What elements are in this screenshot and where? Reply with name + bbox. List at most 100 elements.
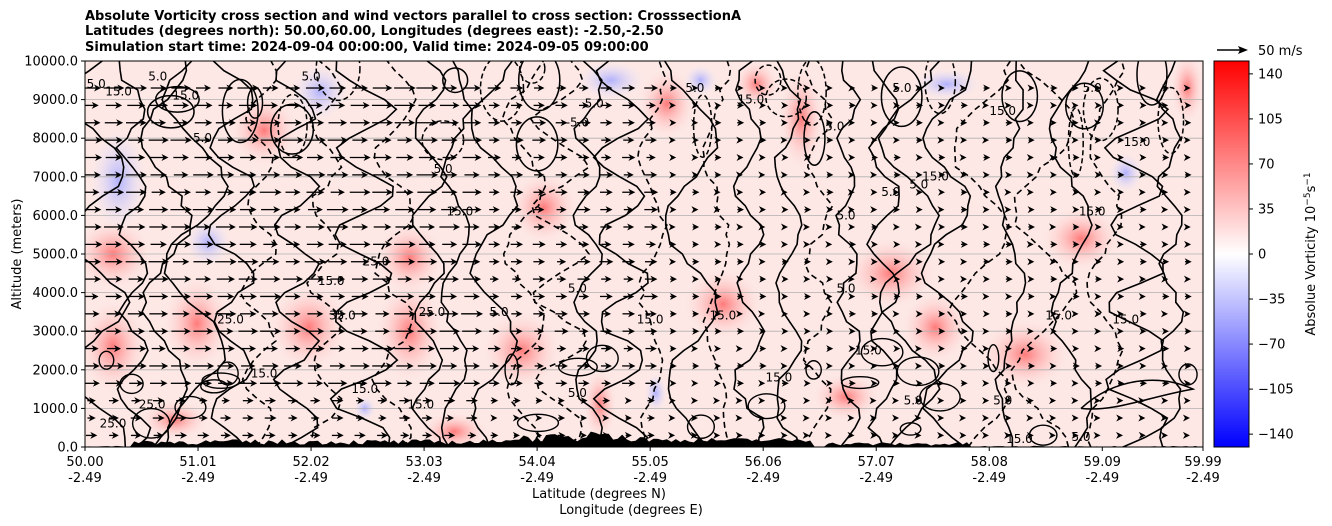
wind-vector-head [515, 345, 523, 353]
wind-vector-head [1071, 379, 1079, 387]
wind-vector-head [206, 258, 214, 266]
wind-vector [1183, 223, 1191, 231]
wind-vector-head [848, 154, 856, 161]
wind-vector [533, 292, 546, 300]
wind-vector [849, 310, 857, 318]
wind-vector-head [475, 136, 483, 144]
wind-vector-head [713, 206, 721, 214]
wind-vector [759, 119, 767, 127]
wind-vector [218, 136, 234, 144]
wind-vector [871, 154, 879, 161]
wind-vector-head [1093, 119, 1101, 127]
wind-vector-head [182, 101, 190, 109]
wind-vector [149, 154, 169, 161]
wind-vector [330, 292, 346, 300]
wind-vector [870, 379, 878, 387]
wind-vector-head [938, 171, 946, 179]
wind-vector-head [668, 431, 676, 439]
wind-vector-head [669, 327, 677, 335]
wind-vector [1050, 240, 1058, 248]
wind-vector-head [736, 292, 744, 300]
wind-vector-head [317, 345, 325, 353]
wind-vector-head [94, 275, 102, 283]
wind-vector [826, 154, 834, 161]
wind-vector [175, 414, 187, 422]
contour-label: 5.0 [490, 305, 509, 319]
wind-vector [373, 292, 392, 300]
wind-vector-head [249, 119, 257, 127]
wind-vector [937, 275, 945, 283]
wind-vector-head [535, 397, 543, 405]
wind-vector-head [892, 101, 900, 109]
wind-vector-head [427, 345, 435, 353]
wind-vector-head [937, 101, 945, 109]
wind-vector-head [690, 397, 698, 405]
wind-vector-head [362, 362, 370, 370]
wind-vector [171, 84, 191, 92]
wind-vector [109, 431, 119, 439]
wind-vector-head [1049, 397, 1057, 405]
wind-vector-head [1094, 345, 1102, 353]
wind-vector-head [1117, 345, 1125, 353]
wind-vector [759, 275, 767, 283]
x-tick-label-latitude: 52.02 [292, 455, 329, 470]
wind-vector [892, 188, 900, 196]
wind-vector-head [736, 310, 744, 318]
wind-vector [803, 379, 811, 387]
wind-vector [260, 171, 281, 179]
wind-vector [285, 345, 301, 353]
wind-vector-head [1005, 119, 1013, 127]
wind-vector-head [1161, 327, 1169, 335]
red-vorticity-blob [779, 68, 824, 169]
wind-vector [240, 310, 257, 318]
wind-vector-head [406, 171, 414, 179]
wind-vector [959, 310, 967, 318]
wind-vector-head [427, 310, 435, 318]
wind-vector [330, 101, 346, 109]
wind-vector-head [383, 206, 391, 214]
wind-vector-head [737, 101, 745, 109]
wind-vector-head [315, 206, 323, 214]
wind-vector [668, 431, 676, 439]
wind-vector-head [691, 379, 699, 387]
wind-vector [372, 362, 393, 370]
wind-vector [1004, 431, 1012, 439]
wind-vector-head [1005, 310, 1013, 318]
wind-vector [780, 240, 788, 248]
wind-vector [601, 154, 612, 161]
wind-vector [396, 362, 414, 370]
wind-vector-head [848, 345, 856, 353]
wind-vector-head [938, 362, 946, 370]
wind-vector [555, 362, 568, 370]
wind-vector [848, 154, 856, 161]
wind-vector [284, 362, 302, 370]
wind-vector-head [628, 101, 636, 109]
wind-vector [285, 188, 301, 196]
wind-vector [735, 345, 743, 353]
wind-vector-head [605, 101, 613, 109]
wind-vector-head [713, 414, 721, 422]
wind-vector [394, 258, 416, 266]
wind-vector-head [1161, 101, 1169, 109]
wind-vector-head [1116, 188, 1124, 196]
wind-vector-head [179, 397, 187, 405]
wind-vector [938, 154, 946, 161]
wind-vector-head [581, 84, 589, 92]
chart-title-line-3: Simulation start time: 2024-09-04 00:00:… [85, 40, 649, 55]
wind-vector-head [692, 292, 700, 300]
wind-vector-head [161, 258, 169, 266]
wind-vector-head [960, 206, 968, 214]
wind-vector [578, 171, 590, 179]
wind-vector-head [115, 206, 123, 214]
wind-vector-head [870, 327, 878, 335]
wind-vector [802, 431, 810, 439]
wind-vector [644, 275, 658, 283]
wind-vector [847, 397, 855, 405]
wind-vector [462, 206, 482, 214]
wind-vector-head [826, 171, 834, 179]
wind-vector [512, 275, 522, 283]
wind-vector-head [111, 397, 119, 405]
contour-line-negative [239, 61, 278, 447]
wind-vector [513, 397, 521, 405]
wind-vector [464, 362, 480, 370]
